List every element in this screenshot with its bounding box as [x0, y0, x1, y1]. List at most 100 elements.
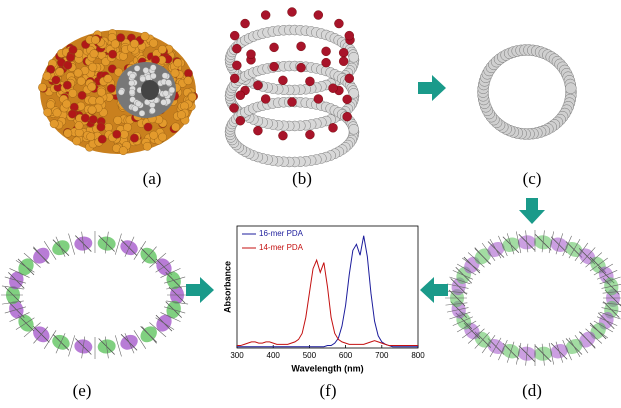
atom [52, 76, 60, 84]
atom [97, 123, 105, 131]
y-axis-label: Absorbance [222, 261, 232, 313]
atom [89, 115, 97, 123]
atom [88, 106, 96, 114]
atom [158, 45, 166, 53]
atom [188, 93, 196, 101]
atom [135, 101, 141, 107]
atom [261, 94, 270, 103]
atom [270, 62, 279, 71]
atom [241, 19, 250, 28]
atom [246, 50, 255, 59]
atom [104, 74, 112, 82]
bond [115, 234, 121, 255]
x-axis-label: Wavelength (nm) [291, 363, 363, 373]
atom [270, 43, 279, 52]
atom [345, 31, 354, 40]
atom [230, 74, 239, 83]
atom [120, 130, 128, 138]
atom [63, 81, 71, 89]
atom [343, 95, 352, 104]
atom [143, 142, 151, 150]
legend-label: 16-mer PDA [259, 229, 304, 238]
series-line [237, 260, 418, 345]
atom [162, 73, 168, 79]
atom [171, 69, 179, 77]
atom [91, 36, 99, 44]
atom [64, 129, 72, 137]
atom [232, 44, 241, 53]
figure: 300400500600700800Wavelength (nm)Absorba… [0, 0, 621, 408]
atom [141, 32, 149, 40]
atom [114, 116, 122, 124]
atom [38, 83, 46, 91]
atom [108, 50, 116, 58]
atom [287, 8, 296, 17]
atom [329, 84, 338, 93]
x-tick-label: 800 [411, 351, 425, 360]
atom [53, 109, 61, 117]
atom [130, 134, 138, 142]
absorbance-chart: 300400500600700800Wavelength (nm)Absorba… [222, 226, 425, 373]
panel-label: (c) [523, 169, 542, 188]
legend-label: 14-mer PDA [259, 243, 304, 252]
atom [149, 39, 157, 47]
x-tick-label: 300 [230, 351, 244, 360]
atom [314, 94, 323, 103]
bond [115, 335, 121, 356]
atom [172, 123, 180, 131]
atom [345, 74, 354, 83]
atom [74, 69, 82, 77]
atom [297, 63, 306, 72]
atom [169, 87, 175, 93]
panel-label: (a) [143, 169, 162, 188]
atom [66, 53, 74, 61]
atom [177, 111, 185, 119]
atom [339, 57, 348, 66]
arrow [420, 277, 448, 303]
atom [278, 76, 287, 85]
atom [43, 108, 51, 116]
hole [141, 80, 159, 100]
x-tick-label: 700 [375, 351, 389, 360]
atom [230, 31, 239, 40]
atom [119, 146, 127, 154]
atom [184, 76, 192, 84]
atom [129, 89, 135, 95]
atom [73, 137, 81, 145]
atom [97, 88, 105, 96]
atom [236, 116, 245, 125]
atom [43, 72, 51, 80]
atom [62, 100, 70, 108]
atom [56, 68, 64, 76]
atom [118, 89, 124, 95]
atom [305, 77, 314, 86]
atom [104, 123, 112, 131]
atom [236, 91, 245, 100]
atom [278, 131, 287, 140]
atom [349, 124, 359, 134]
atom [261, 11, 270, 20]
atom [90, 50, 98, 58]
atom [98, 135, 106, 143]
atom [144, 123, 152, 131]
atom [50, 120, 58, 128]
atom [253, 126, 262, 135]
atom [322, 47, 331, 56]
atom [174, 59, 182, 67]
atom [77, 77, 85, 85]
atom [150, 131, 158, 139]
atom [288, 98, 297, 107]
atom [143, 67, 149, 73]
atom [130, 40, 138, 48]
arrow [186, 277, 214, 303]
atom [107, 84, 115, 92]
atom [314, 11, 323, 20]
atom [130, 73, 136, 79]
atom [230, 104, 239, 113]
x-tick-label: 500 [303, 351, 317, 360]
arrow [418, 75, 446, 101]
atom [565, 83, 576, 94]
atom [88, 83, 96, 91]
atom [69, 89, 77, 97]
panel-label: (f) [320, 381, 337, 400]
